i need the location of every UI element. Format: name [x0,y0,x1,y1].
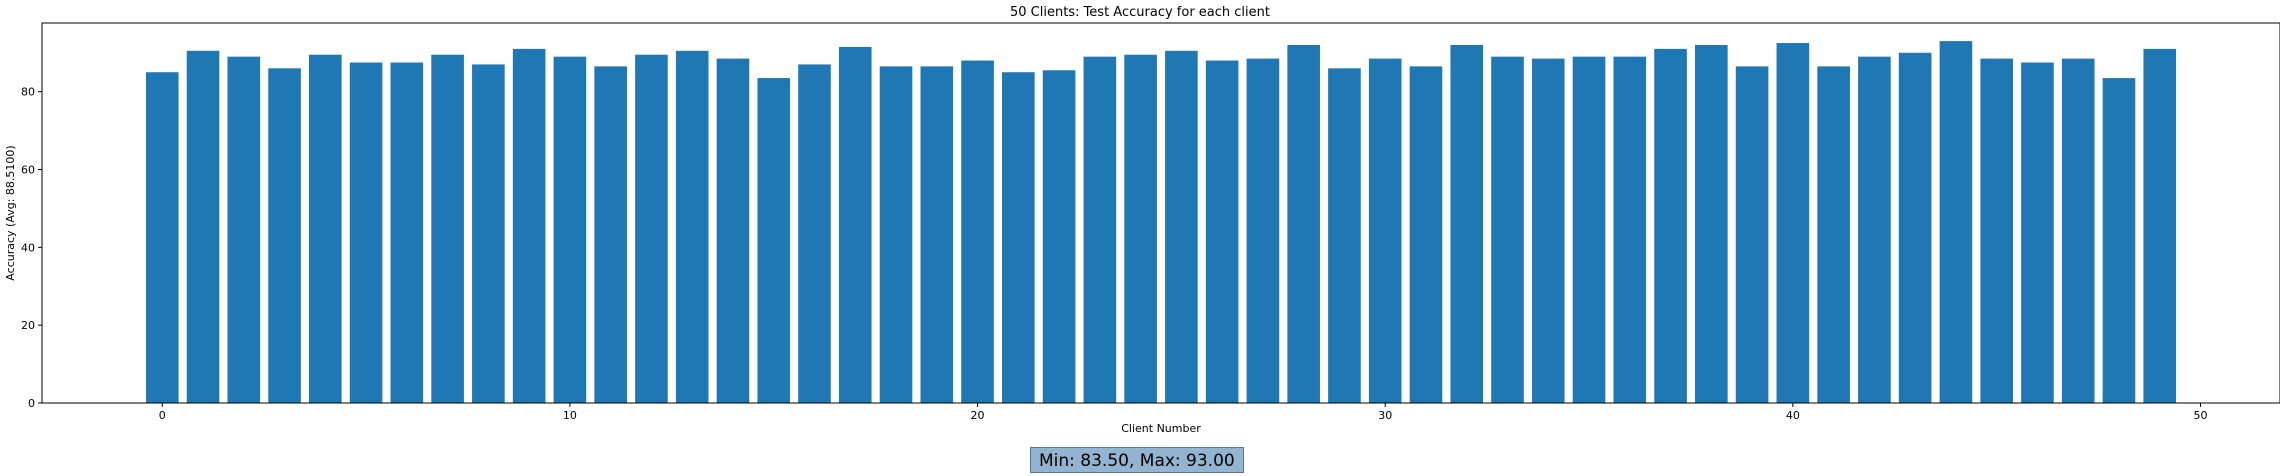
bar-client-42 [1858,56,1891,403]
plot-frame [41,22,2280,404]
bar-client-15 [757,78,791,403]
bar-client-48 [2102,78,2136,403]
y-tick-label: 80 [21,86,35,99]
x-tick-label: 30 [1378,409,1392,422]
bar-client-41 [1817,66,1850,403]
bar-client-5 [349,62,383,403]
bar-client-21 [1002,72,1035,403]
bar-client-36 [1613,56,1647,403]
bar-client-43 [1898,52,1932,404]
bar-client-7 [431,54,464,403]
bar-client-19 [920,66,954,403]
x-tick-label: 10 [563,409,577,422]
chart-title: 50 Clients: Test Accuracy for each clien… [1010,5,1270,20]
bar-client-22 [1042,70,1076,403]
bar-client-33 [1491,56,1524,403]
bar-client-3 [268,68,301,403]
bar-client-28 [1287,44,1320,404]
bar-client-34 [1531,58,1565,404]
y-tick-label: 0 [28,397,35,410]
bar-client-26 [1205,60,1239,404]
bar-client-31 [1409,66,1443,403]
x-tick-label: 50 [2194,409,2208,422]
bar-client-44 [1939,41,1973,403]
bar-client-35 [1572,56,1606,403]
bar-client-14 [716,58,750,404]
bar-client-49 [2143,48,2177,403]
bar-client-2 [227,56,261,403]
bar-client-11 [594,66,627,403]
bar-client-32 [1450,44,1484,404]
x-tick-label: 20 [971,409,985,422]
bar-client-47 [2061,58,2095,404]
bar-client-30 [1368,58,1402,404]
y-tick-label: 20 [21,319,35,332]
y-axis-label: Accuracy (Avg: 88.5100) [4,145,17,280]
x-axis-label: Client Number [1121,422,1201,435]
x-axis-ticks: 0 10 20 30 40 50 [159,403,2208,422]
bar-client-20 [961,60,994,404]
bar-client-27 [1246,58,1280,404]
bar-client-8 [472,64,505,403]
x-tick-label: 0 [159,409,166,422]
bar-client-10 [553,56,587,403]
bar-client-12 [635,54,668,403]
bar-client-1 [186,50,220,403]
bar-client-39 [1735,66,1769,403]
bar-client-40 [1776,43,1810,403]
x-tick-label: 40 [1786,409,1800,422]
bar-client-18 [879,66,913,403]
y-tick-label: 60 [21,164,35,177]
y-tick-label: 40 [21,241,35,254]
bar-client-6 [390,62,424,403]
bar-client-46 [2021,62,2054,403]
bar-client-0 [145,72,179,403]
bar-client-45 [1980,58,2013,404]
bar-client-29 [1328,68,1361,403]
bar-client-13 [675,50,709,403]
bar-client-37 [1654,48,1687,403]
bar-client-17 [838,46,872,404]
bar-client-24 [1124,54,1157,403]
bar-client-23 [1083,56,1117,403]
y-axis-ticks: 0 20 40 60 80 [21,86,42,410]
bars-group [145,41,2177,404]
min-max-stats-box: Min: 83.50, Max: 93.00 [1030,447,1244,473]
bar-client-16 [798,64,831,403]
bar-client-38 [1695,44,1728,404]
bar-client-9 [512,48,546,403]
bar-client-25 [1165,50,1198,403]
bar-client-4 [309,54,342,403]
